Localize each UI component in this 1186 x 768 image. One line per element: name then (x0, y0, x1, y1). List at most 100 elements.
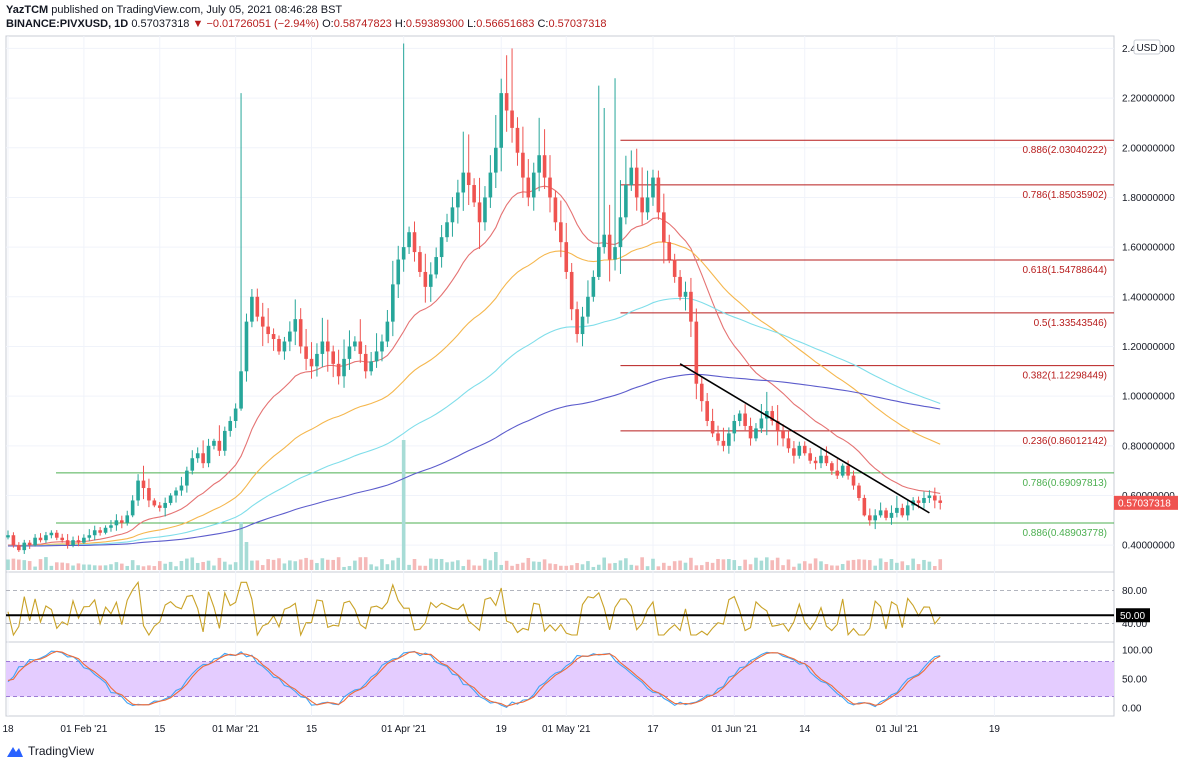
volume-bar (466, 559, 471, 570)
candle-body (391, 284, 395, 322)
volume-bar (380, 559, 384, 570)
volume-bar (602, 557, 606, 570)
candle-body (228, 420, 233, 431)
candle-body (315, 353, 319, 367)
volume-bar (873, 565, 877, 570)
candle-body (938, 500, 943, 503)
volume-bar (613, 562, 617, 570)
volume-bar (412, 559, 417, 570)
candle-body (363, 353, 368, 372)
volume-bar (748, 564, 753, 570)
volume-bar (510, 565, 514, 570)
candle-body (537, 155, 541, 173)
candle-body (830, 463, 834, 471)
rsi-level-label: 50.00 (1120, 611, 1145, 622)
candle-body (689, 291, 693, 322)
candle-body (331, 351, 335, 364)
candle-body (353, 341, 357, 347)
tradingview-footer[interactable]: TradingView (6, 744, 94, 758)
candle-body (217, 440, 222, 451)
volume-bar (596, 564, 601, 570)
candle-body (851, 475, 856, 486)
candle-body (271, 334, 276, 340)
stoch-rsi-pane (6, 650, 1114, 708)
volume-bar (743, 559, 747, 570)
volume-bar (580, 564, 585, 570)
published-text: published on TradingView.com, July 05, 2… (51, 4, 343, 16)
currency-badge[interactable] (1133, 39, 1161, 55)
volume-bar (456, 560, 460, 570)
volume-bar (17, 559, 21, 570)
candle-body (618, 217, 623, 248)
volume-bar (922, 559, 926, 570)
volume-bar (288, 560, 292, 570)
volume-bar (130, 560, 135, 570)
volume-bars (6, 440, 943, 570)
volume-bar (179, 560, 184, 570)
volume-bar (450, 561, 455, 570)
volume-bar (11, 558, 16, 570)
volume-bar (559, 565, 563, 570)
volume-bar (190, 557, 195, 570)
candle-body (840, 465, 845, 476)
candle-body (223, 430, 227, 451)
fib-level-label: 0.786(1.85035902) (1022, 190, 1107, 201)
volume-bar (678, 560, 682, 570)
candle-body (905, 505, 910, 516)
publisher-name[interactable]: YazTCM (6, 4, 49, 16)
volume-bar (710, 562, 715, 570)
volume-bar (813, 558, 818, 570)
volume-bar (445, 562, 449, 570)
candle-body (336, 363, 341, 377)
candle-body (266, 326, 270, 335)
volume-bar (298, 559, 303, 570)
volume-bar (212, 565, 216, 570)
volume-bar (494, 552, 498, 570)
volume-bar (531, 561, 536, 570)
tradingview-logo-icon (7, 747, 23, 757)
volume-bar (499, 564, 504, 570)
candle-body (255, 296, 260, 317)
volume-bar (645, 566, 650, 570)
candle-body (54, 532, 59, 538)
volume-bar (120, 563, 124, 570)
volume-bar (277, 558, 281, 570)
candle-body (884, 510, 888, 518)
candle-body (710, 420, 715, 434)
candle-body (49, 532, 54, 536)
time-tick-label: 18 (2, 724, 14, 735)
currency-label: USD (1136, 43, 1157, 54)
volume-bar (260, 565, 265, 570)
candle-body (900, 507, 905, 516)
candle-body (662, 212, 666, 243)
candle-body (786, 438, 791, 449)
volume-bar (49, 565, 54, 570)
rsi-line (7, 580, 941, 637)
candle-body (114, 520, 119, 526)
candle-body (716, 433, 720, 441)
fib-level-label: 0.236(0.86012142) (1022, 436, 1107, 447)
volume-bar (835, 565, 840, 570)
candle-body (781, 430, 785, 439)
candle-body (645, 197, 650, 213)
candle-body (933, 495, 937, 501)
candle-body (6, 535, 10, 538)
candle-body (586, 296, 590, 317)
volume-bar (407, 564, 411, 570)
stoch-k-line (7, 650, 941, 708)
volume-bar (136, 565, 140, 570)
candle-body (82, 537, 86, 543)
trendline-group[interactable] (679, 363, 930, 514)
volume-bar (114, 562, 119, 570)
volume-bar (933, 566, 937, 570)
volume-bar (488, 560, 493, 570)
candle-body (293, 319, 298, 332)
volume-bar (271, 559, 276, 570)
candle-body (521, 152, 525, 178)
fibonacci-levels: 0.886(2.03040222) 0.786(1.85035902) 0.618(… (56, 139, 1114, 539)
volume-bar (721, 559, 726, 570)
volume-bar (250, 560, 254, 570)
volume-bar (591, 566, 596, 570)
volume-bar (217, 557, 222, 570)
